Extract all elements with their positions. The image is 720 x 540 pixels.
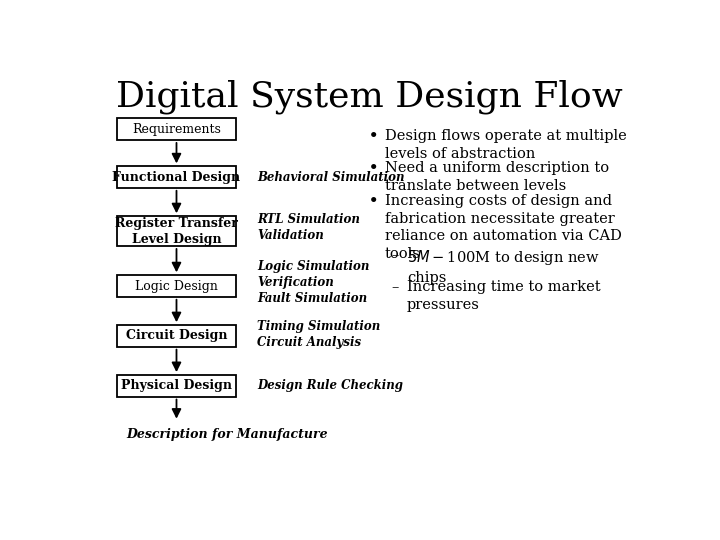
Text: RTL Simulation
Validation: RTL Simulation Validation	[258, 213, 360, 242]
Text: Increasing costs of design and
fabrication necessitate greater
reliance on autom: Increasing costs of design and fabricati…	[384, 194, 621, 261]
Text: –: –	[392, 280, 399, 294]
FancyBboxPatch shape	[117, 325, 236, 347]
Text: Timing Simulation
Circuit Analysis: Timing Simulation Circuit Analysis	[258, 320, 381, 349]
Text: –: –	[392, 248, 399, 262]
Text: Requirements: Requirements	[132, 123, 221, 136]
Text: Functional Design: Functional Design	[112, 171, 240, 184]
Text: Need a uniform description to
translate between levels: Need a uniform description to translate …	[384, 161, 608, 193]
FancyBboxPatch shape	[117, 118, 236, 140]
FancyBboxPatch shape	[117, 216, 236, 246]
Text: •: •	[369, 161, 379, 176]
Text: Circuit Design: Circuit Design	[126, 329, 228, 342]
FancyBboxPatch shape	[117, 166, 236, 188]
FancyBboxPatch shape	[117, 275, 236, 297]
Text: Physical Design: Physical Design	[121, 379, 232, 392]
Text: Register Transfer
Level Design: Register Transfer Level Design	[115, 217, 238, 246]
Text: Design Rule Checking: Design Rule Checking	[258, 379, 403, 392]
Text: Logic Design: Logic Design	[135, 280, 218, 293]
Text: Digital System Design Flow: Digital System Design Flow	[116, 79, 622, 114]
Text: •: •	[369, 129, 379, 143]
Text: Description for Manufacture: Description for Manufacture	[126, 428, 328, 441]
Text: Design flows operate at multiple
levels of abstraction: Design flows operate at multiple levels …	[384, 129, 626, 161]
FancyBboxPatch shape	[117, 375, 236, 396]
Text: Increasing time to market
pressures: Increasing time to market pressures	[407, 280, 600, 312]
Text: Logic Simulation
Verification
Fault Simulation: Logic Simulation Verification Fault Simu…	[258, 260, 370, 305]
Text: •: •	[369, 194, 379, 208]
Text: Behavioral Simulation: Behavioral Simulation	[258, 171, 405, 184]
Text: $5M - $100M to design new
chips: $5M - $100M to design new chips	[407, 248, 600, 285]
